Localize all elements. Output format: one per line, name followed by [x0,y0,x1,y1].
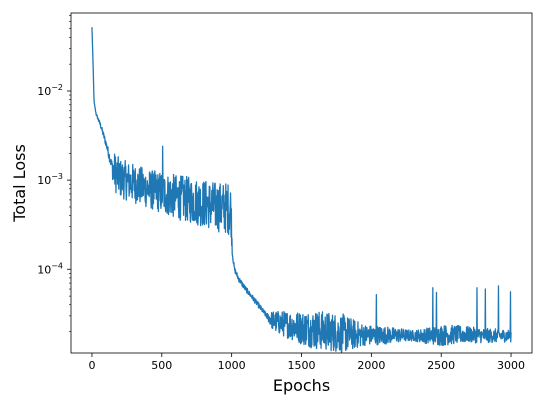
x-axis: 0 500 1000 1500 2000 2500 3000 [88,353,525,372]
x-axis-label: Epochs [273,376,330,395]
series-line [91,27,512,353]
y-tick-label: 10−2 [37,83,63,98]
x-tick-label: 500 [151,359,172,372]
x-tick-label: 0 [88,359,95,372]
x-tick-label: 2500 [427,359,455,372]
y-axis: 10−2 10−3 10−4 [37,15,71,332]
x-tick-label: 2000 [357,359,385,372]
plot-frame [70,12,533,354]
y-tick-label: 10−3 [37,172,63,187]
x-tick-label: 1500 [288,359,316,372]
y-tick-label: 10−4 [37,261,63,276]
x-tick-label: 1000 [218,359,246,372]
series-group [91,27,512,353]
x-tick-label: 3000 [497,359,525,372]
y-axis-label: Total Loss [10,144,29,223]
